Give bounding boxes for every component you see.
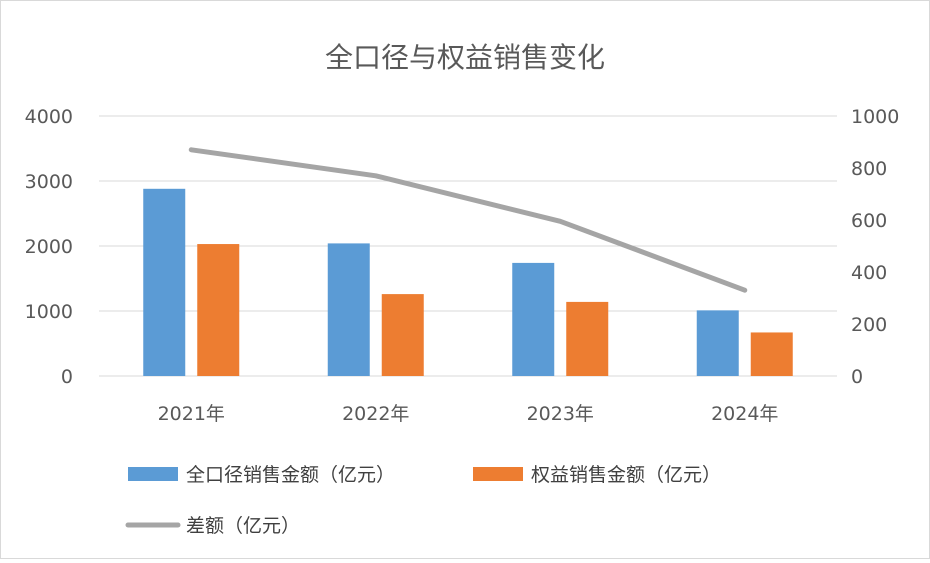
bar <box>327 243 370 376</box>
left-tick-label: 4000 <box>25 106 73 128</box>
right-tick-label: 800 <box>851 158 887 180</box>
left-tick-label: 2000 <box>25 236 73 258</box>
bar <box>566 301 609 376</box>
legend-swatch <box>473 467 523 481</box>
right-axis-ticks: 0 200 400 600 800 1000 <box>851 106 899 388</box>
right-tick-label: 1000 <box>851 106 899 128</box>
legend: 全口径销售金额（亿元） 权益销售金额（亿元） 差额（亿元） <box>125 464 721 537</box>
left-axis-ticks: 0 1000 2000 3000 4000 <box>25 106 73 388</box>
category-label: 2022年 <box>342 403 409 425</box>
legend-label: 权益销售金额（亿元） <box>531 464 721 486</box>
left-tick-label: 1000 <box>25 301 73 323</box>
left-tick-label: 3000 <box>25 171 73 193</box>
legend-label: 差额（亿元） <box>186 515 300 537</box>
line-series <box>188 147 748 293</box>
chart-title: 全口径与权益销售变化 <box>325 41 605 74</box>
bars <box>143 188 793 376</box>
legend-swatch <box>128 467 178 481</box>
bar <box>696 310 739 376</box>
category-label: 2023年 <box>527 403 594 425</box>
right-tick-label: 200 <box>851 314 887 336</box>
category-label: 2021年 <box>158 403 225 425</box>
bar <box>381 294 424 376</box>
series-line <box>188 147 748 293</box>
category-labels: 2021年 2022年 2023年 2024年 <box>158 403 779 425</box>
bar <box>750 332 793 376</box>
left-tick-label: 0 <box>61 366 73 388</box>
bar <box>512 262 555 376</box>
right-tick-label: 600 <box>851 210 887 232</box>
right-tick-label: 400 <box>851 262 887 284</box>
right-tick-label: 0 <box>851 366 863 388</box>
bar <box>143 188 186 376</box>
bar <box>197 244 240 376</box>
legend-label: 全口径销售金额（亿元） <box>186 464 395 486</box>
category-label: 2024年 <box>711 403 778 425</box>
